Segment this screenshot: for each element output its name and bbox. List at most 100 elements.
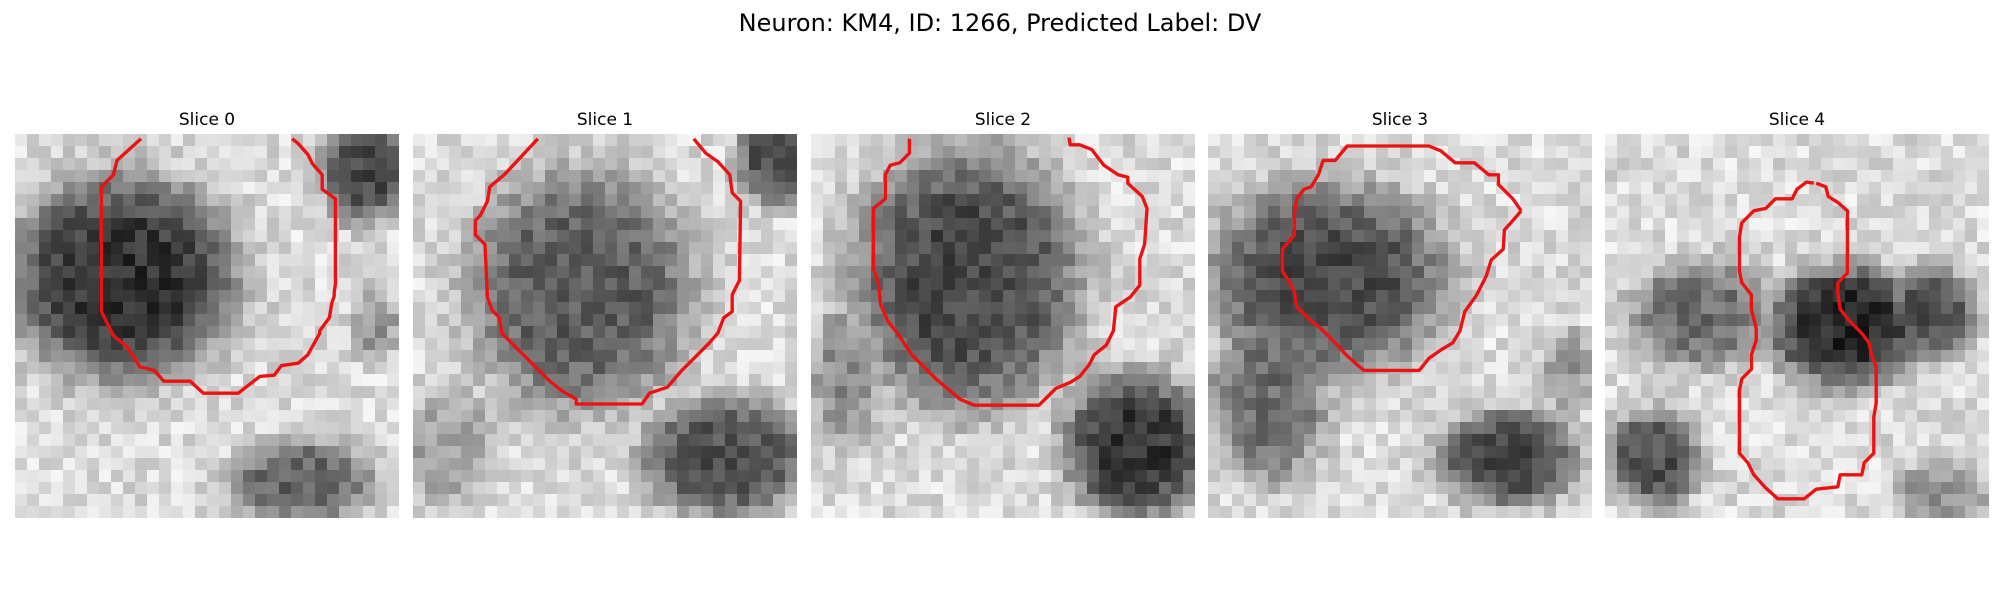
- image-pixel: [1268, 338, 1281, 351]
- image-pixel: [569, 410, 582, 423]
- image-pixel: [1063, 206, 1076, 219]
- image-pixel: [1725, 254, 1738, 267]
- image-pixel: [1689, 458, 1702, 471]
- image-pixel: [461, 446, 474, 459]
- image-pixel: [27, 398, 40, 411]
- image-pixel: [1147, 410, 1160, 423]
- image-pixel: [677, 302, 690, 315]
- image-pixel: [255, 326, 268, 339]
- image-pixel: [1917, 134, 1930, 147]
- image-pixel: [1003, 230, 1016, 243]
- image-pixel: [147, 254, 160, 267]
- image-pixel: [1039, 326, 1052, 339]
- image-pixel: [1003, 434, 1016, 447]
- image-pixel: [629, 422, 642, 435]
- image-pixel: [653, 470, 666, 483]
- image-pixel: [1424, 410, 1437, 423]
- image-pixel: [1496, 350, 1509, 363]
- image-pixel: [593, 302, 606, 315]
- image-pixel: [689, 146, 702, 159]
- image-pixel: [1568, 350, 1581, 363]
- image-pixel: [1436, 458, 1449, 471]
- image-pixel: [1677, 134, 1690, 147]
- image-pixel: [1436, 482, 1449, 495]
- image-pixel: [883, 146, 896, 159]
- image-pixel: [847, 494, 860, 507]
- image-pixel: [1953, 218, 1966, 231]
- image-pixel: [387, 362, 399, 375]
- image-pixel: [871, 350, 884, 363]
- image-pixel: [1147, 290, 1160, 303]
- image-pixel: [761, 170, 774, 183]
- image-pixel: [147, 506, 160, 518]
- image-pixel: [665, 386, 678, 399]
- image-pixel: [509, 326, 522, 339]
- image-pixel: [521, 182, 534, 195]
- image-pixel: [497, 242, 510, 255]
- image-pixel: [303, 434, 316, 447]
- image-pixel: [473, 242, 486, 255]
- image-pixel: [1159, 266, 1172, 279]
- image-pixel: [207, 410, 220, 423]
- image-pixel: [847, 470, 860, 483]
- image-pixel: [1617, 254, 1630, 267]
- image-pixel: [231, 350, 244, 363]
- image-pixel: [1881, 206, 1894, 219]
- image-pixel: [1220, 254, 1233, 267]
- image-pixel: [593, 146, 606, 159]
- image-pixel: [907, 494, 920, 507]
- image-pixel: [1123, 146, 1136, 159]
- image-pixel: [1556, 230, 1569, 243]
- image-pixel: [1629, 362, 1642, 375]
- image-pixel: [871, 494, 884, 507]
- image-pixel: [327, 158, 340, 171]
- image-pixel: [231, 374, 244, 387]
- image-pixel: [1171, 362, 1184, 375]
- image-pixel: [1857, 398, 1870, 411]
- image-pixel: [75, 134, 88, 147]
- image-pixel: [1424, 194, 1437, 207]
- image-pixel: [1268, 326, 1281, 339]
- image-pixel: [1027, 230, 1040, 243]
- image-pixel: [485, 146, 498, 159]
- image-pixel: [111, 494, 124, 507]
- image-pixel: [1773, 134, 1786, 147]
- image-pixel: [617, 446, 630, 459]
- image-pixel: [461, 494, 474, 507]
- image-pixel: [1340, 386, 1353, 399]
- image-pixel: [1352, 170, 1365, 183]
- image-pixel: [509, 254, 522, 267]
- image-pixel: [1568, 422, 1581, 435]
- image-pixel: [773, 350, 786, 363]
- image-pixel: [811, 314, 824, 327]
- image-pixel: [87, 458, 100, 471]
- image-pixel: [1424, 206, 1437, 219]
- image-pixel: [629, 182, 642, 195]
- image-pixel: [461, 350, 474, 363]
- image-pixel: [1075, 398, 1088, 411]
- image-pixel: [677, 386, 690, 399]
- image-pixel: [1893, 254, 1906, 267]
- image-pixel: [1232, 230, 1245, 243]
- image-pixel: [1364, 218, 1377, 231]
- image-pixel: [1147, 422, 1160, 435]
- image-pixel: [593, 494, 606, 507]
- image-pixel: [473, 194, 486, 207]
- image-pixel: [1544, 422, 1557, 435]
- image-pixel: [1256, 302, 1269, 315]
- image-pixel: [665, 266, 678, 279]
- image-pixel: [1893, 398, 1906, 411]
- image-pixel: [1232, 410, 1245, 423]
- image-pixel: [931, 422, 944, 435]
- image-pixel: [1629, 314, 1642, 327]
- image-pixel: [785, 290, 797, 303]
- image-pixel: [1773, 278, 1786, 291]
- image-pixel: [195, 218, 208, 231]
- image-pixel: [1027, 470, 1040, 483]
- image-pixel: [1905, 134, 1918, 147]
- image-pixel: [279, 302, 292, 315]
- image-pixel: [1484, 134, 1497, 147]
- image-pixel: [183, 218, 196, 231]
- image-pixel: [291, 386, 304, 399]
- image-pixel: [1773, 290, 1786, 303]
